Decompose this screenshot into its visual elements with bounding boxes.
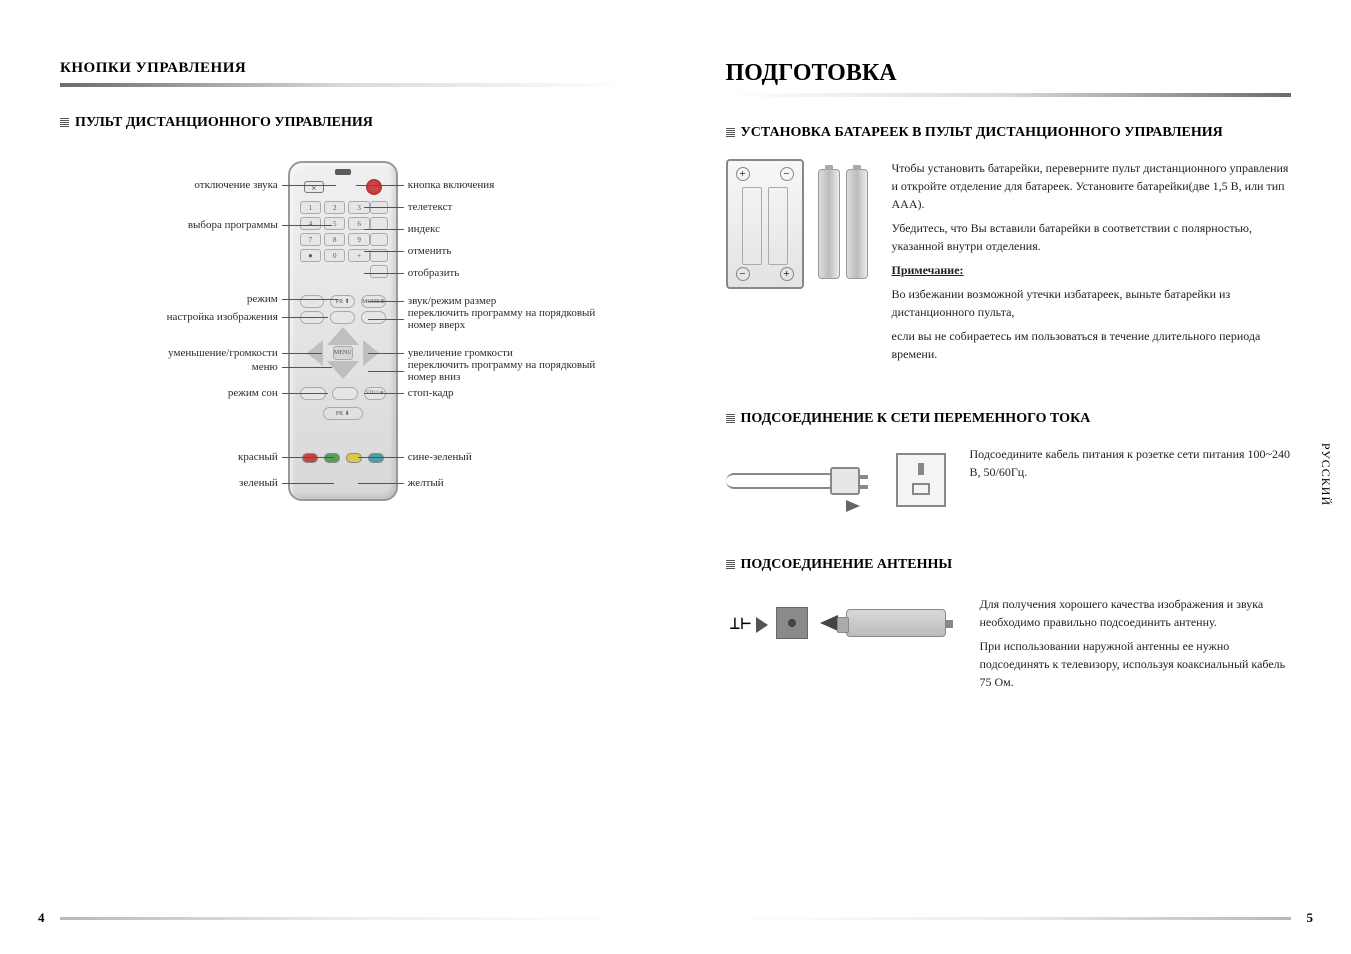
battery-block: УСТАНОВКА БАТАРЕЕК В ПУЛЬТ ДИСТАНЦИОННОГ…	[726, 125, 1292, 369]
arrow-icon	[846, 500, 860, 512]
callout-volup: увеличение громкости	[408, 347, 513, 359]
callout-green: зеленый	[239, 477, 278, 489]
page-number: 4	[38, 910, 45, 926]
power-heading: ПОДСОЕДИНЕНИЕ К СЕТИ ПЕРЕМЕННОГО ТОКА	[726, 411, 1292, 427]
numpad: 123 456 789 ⏺0+	[300, 201, 370, 262]
running-header: КНОПКИ УПРАВЛЕНИЯ	[60, 60, 626, 77]
language-tab: РУССКИЙ	[1318, 443, 1333, 511]
callout-sleep: режим сон	[228, 387, 278, 399]
callout-mute: отключение звука	[194, 179, 277, 191]
triangle-icon	[756, 617, 768, 633]
bullet-icon	[726, 414, 735, 423]
battery-heading: УСТАНОВКА БАТАРЕЕК В ПУЛЬТ ДИСТАНЦИОННОГ…	[726, 125, 1292, 141]
bullet-icon	[60, 118, 69, 127]
callout-cyan: сине-зеленый	[408, 451, 472, 463]
callout-menu: меню	[252, 361, 278, 373]
page-number: 5	[1307, 910, 1314, 926]
bullet-icon	[726, 128, 735, 137]
callout-reveal: отобразить	[408, 267, 460, 279]
callout-size: звук/режим размер	[408, 295, 497, 307]
callout-teletext: телетекст	[408, 201, 453, 213]
callout-progup: переключить программу на порядковый номе…	[408, 307, 598, 331]
callout-still: стоп-кадр	[408, 387, 454, 399]
arrow-left-icon	[820, 615, 838, 631]
page-spread: КНОПКИ УПРАВЛЕНИЯ ПУЛЬТ ДИСТАНЦИОННОГО У…	[0, 0, 1351, 954]
power-heading-text: ПОДСОЕДИНЕНИЕ К СЕТИ ПЕРЕМЕННОГО ТОКА	[741, 411, 1091, 427]
antenna-illustration: ⊥⊢	[726, 595, 956, 665]
remote-diagram: ⨯ 123 456 789 ⏺0+ PR ⬆MODE⊕	[108, 161, 578, 621]
power-cord-icon	[726, 473, 836, 489]
section-title: ПОДГОТОВКА	[726, 60, 1292, 87]
callout-power: кнопка включения	[408, 179, 495, 191]
callout-progsel: выбора программы	[188, 219, 278, 231]
battery-heading-text: УСТАНОВКА БАТАРЕЕК В ПУЛЬТ ДИСТАНЦИОННОГ…	[741, 125, 1223, 141]
wall-outlet-icon	[896, 453, 946, 507]
callout-red: красный	[238, 451, 278, 463]
footer-rule	[60, 917, 626, 920]
antenna-symbol-icon: ⊥⊢	[730, 613, 752, 634]
coax-connector-icon	[846, 609, 946, 637]
batteries-icon	[818, 159, 868, 279]
callout-picture: настройка изображения	[167, 311, 278, 323]
battery-illustration: + − − +	[726, 159, 868, 289]
ir-led-icon	[335, 169, 351, 175]
callout-mode: режим	[247, 293, 278, 305]
callout-progdn: переключить программу на порядковый номе…	[408, 359, 598, 383]
callout-index: индекс	[408, 223, 440, 235]
header-rule	[60, 83, 626, 87]
battery-text: Чтобы установить батарейки, переверните …	[892, 159, 1292, 369]
antenna-heading: ПОДСОЕДИНЕНИЕ АНТЕННЫ	[726, 557, 1292, 573]
power-block: ПОДСОЕДИНЕНИЕ К СЕТИ ПЕРЕМЕННОГО ТОКА По…	[726, 411, 1292, 515]
left-page: КНОПКИ УПРАВЛЕНИЯ ПУЛЬТ ДИСТАНЦИОННОГО У…	[0, 0, 676, 954]
power-illustration	[726, 445, 946, 515]
remote-body: ⨯ 123 456 789 ⏺0+ PR ⬆MODE⊕	[288, 161, 398, 501]
antenna-heading-text: ПОДСОЕДИНЕНИЕ АНТЕННЫ	[741, 557, 953, 573]
callout-yellow: желтый	[408, 477, 444, 489]
power-button-icon	[366, 179, 382, 195]
callout-cancel: отменить	[408, 245, 452, 257]
right-page: ПОДГОТОВКА УСТАНОВКА БАТАРЕЕК В ПУЛЬТ ДИ…	[676, 0, 1351, 954]
power-plug-icon	[830, 467, 860, 495]
battery-compartment-icon: + − − +	[726, 159, 804, 289]
power-text: Подсоедините кабель питания к розетке се…	[970, 445, 1292, 487]
bullet-icon	[726, 560, 735, 569]
antenna-socket-icon	[776, 607, 808, 639]
header-rule	[726, 93, 1292, 97]
subsection-heading: ПУЛЬТ ДИСТАНЦИОННОГО УПРАВЛЕНИЯ	[60, 115, 626, 131]
callout-voldn: уменьшение/громкости	[168, 347, 278, 359]
subsection-text: ПУЛЬТ ДИСТАНЦИОННОГО УПРАВЛЕНИЯ	[75, 115, 373, 131]
teletext-column	[370, 201, 388, 278]
antenna-block: ПОДСОЕДИНЕНИЕ АНТЕННЫ ⊥⊢ Для получения х…	[726, 557, 1292, 697]
color-buttons	[302, 453, 384, 463]
footer-rule	[726, 917, 1292, 920]
mute-button-icon: ⨯	[304, 181, 324, 193]
pr-down: PR ⬇	[323, 407, 363, 420]
antenna-text: Для получения хорошего качества изображе…	[980, 595, 1292, 697]
